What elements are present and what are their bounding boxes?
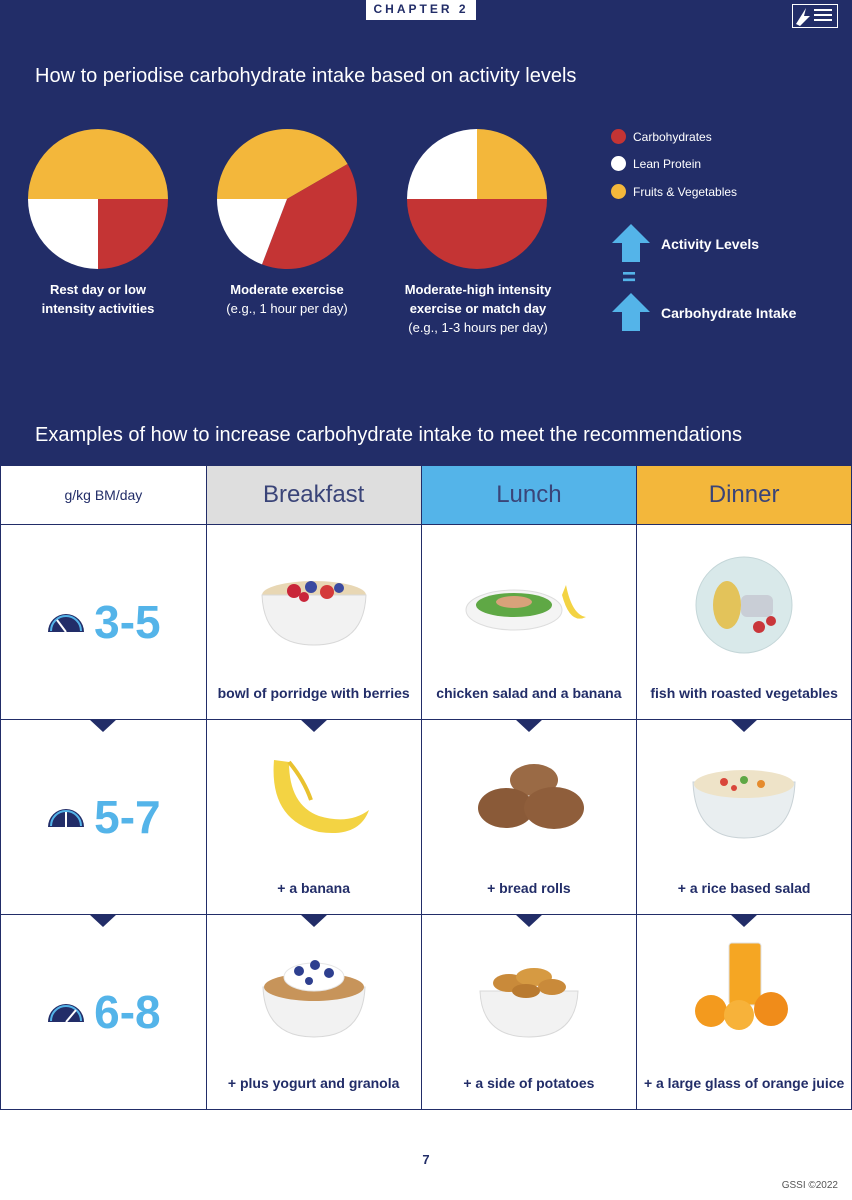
table-row: 6-8 + plus yogurt and granola	[0, 914, 852, 1110]
gauge-icon	[48, 614, 85, 633]
food-cell: + bread rolls	[420, 719, 638, 915]
orange-juice-image	[695, 942, 789, 1030]
pie-caption-moderate-high: Moderate-high intensity exercise or matc…	[400, 280, 556, 337]
pie-caption-bold: Moderate-high intensity exercise or matc…	[404, 282, 552, 316]
page-number: 7	[422, 1152, 430, 1167]
column-header-dinner: Dinner	[636, 465, 852, 525]
food-label: + a banana	[277, 880, 351, 896]
chicken-salad-banana-image	[465, 585, 586, 631]
pie-chart-moderate-high	[407, 129, 547, 269]
food-cell: bowl of porridge with berries	[205, 524, 422, 720]
food-cell: + a side of potatoes	[420, 914, 638, 1110]
pie-slice-fruits	[217, 129, 348, 199]
food-cell: chicken salad and a banana	[420, 524, 638, 720]
legend-item-fruits-vegetables: Fruits & Vegetables	[611, 184, 737, 199]
pie-caption-rest-day: Rest day or low intensity activities	[22, 280, 174, 318]
food-cell: + a large glass of orange juice	[636, 914, 852, 1110]
legend-item-carbohydrates: Carbohydrates	[611, 129, 712, 144]
food-label: + bread rolls	[487, 880, 571, 896]
food-cell: + a rice based salad	[636, 719, 852, 915]
notch-marker	[730, 719, 759, 732]
notch-marker	[89, 719, 118, 732]
legend-label: Carbohydrates	[633, 129, 712, 144]
arrow-up-icon	[612, 224, 650, 262]
table-row: 3-5 bowl of porridge with berries chicke…	[0, 524, 852, 720]
food-label: + a rice based salad	[677, 880, 811, 896]
food-cell: + a banana	[205, 719, 422, 915]
notch-marker	[514, 914, 543, 927]
copyright: GSSI ©2022	[781, 1180, 838, 1191]
unit-header: g/kg BM/day	[0, 465, 207, 525]
food-label: chicken salad and a banana	[436, 685, 622, 701]
legend-dot	[611, 129, 626, 144]
column-header-lunch: Lunch	[420, 465, 638, 525]
food-label: + a large glass of orange juice	[643, 1075, 845, 1091]
food-label: fish with roasted vegetables	[650, 685, 838, 701]
pie-chart-moderate	[217, 129, 357, 270]
equals-sign: =	[622, 264, 637, 291]
pie-slice-carbohydrates	[98, 199, 168, 269]
notch-marker	[89, 914, 118, 927]
section-title-examples: Examples of how to increase carbohydrate…	[35, 424, 743, 446]
pie-caption-moderate: Moderate exercise (e.g., 1 hour per day)	[200, 280, 374, 318]
range-cell: 3-5	[0, 524, 207, 720]
column-header-breakfast: Breakfast	[205, 465, 422, 525]
food-label: bowl of porridge with berries	[217, 685, 410, 701]
food-label: + a side of potatoes	[463, 1075, 595, 1091]
pie-caption-bold: Moderate exercise	[230, 282, 344, 297]
pie-caption-note: (e.g., 1 hour per day)	[226, 301, 348, 316]
arrow-up-icon	[612, 293, 650, 331]
pie-chart-rest-day	[28, 129, 168, 269]
legend-item-lean-protein: Lean Protein	[611, 156, 701, 171]
food-cell: + plus yogurt and granola	[205, 914, 422, 1110]
section-title-periodise: How to periodise carbohydrate intake bas…	[35, 65, 577, 87]
food-cell: fish with roasted vegetables	[636, 524, 852, 720]
legend-dot	[611, 184, 626, 199]
range-value: 3-5	[94, 596, 161, 648]
range-cell: 5-7	[0, 719, 207, 915]
food-label: + plus yogurt and granola	[227, 1075, 400, 1091]
table-row: 5-7 + a banana + bread rolls	[0, 719, 852, 915]
legend-dot	[611, 156, 626, 171]
range-value: 5-7	[94, 791, 161, 843]
legend-label: Fruits & Vegetables	[633, 184, 738, 199]
pie-slice-protein	[407, 129, 477, 199]
pie-slice-fruits	[477, 129, 547, 199]
pie-caption-bold: Rest day or low intensity activities	[41, 282, 155, 316]
meal-table: g/kg BM/day Breakfast Lunch Dinner 3-5	[0, 465, 852, 1110]
banana-image	[273, 760, 369, 834]
range-value: 6-8	[94, 986, 161, 1038]
potatoes-image	[479, 968, 579, 1038]
notch-marker	[514, 719, 543, 732]
porridge-bowl-image	[261, 581, 367, 646]
notch-marker	[730, 914, 759, 927]
legend-label: Lean Protein	[633, 156, 702, 171]
rice-salad-image	[692, 770, 796, 839]
notch-marker	[299, 914, 328, 927]
activity-levels-label: Activity Levels	[661, 236, 760, 252]
pie-slice-fruits	[28, 129, 168, 199]
carbohydrate-intake-label: Carbohydrate Intake	[661, 305, 797, 321]
gssi-logo	[792, 4, 838, 28]
pie-caption-note: (e.g., 1-3 hours per day)	[408, 320, 548, 335]
range-cell: 6-8	[0, 914, 207, 1110]
yogurt-granola-image	[262, 960, 366, 1038]
gauge-icon	[48, 809, 85, 827]
pie-slice-protein	[217, 199, 287, 265]
notch-marker	[299, 719, 328, 732]
bread-rolls-image	[477, 764, 584, 829]
pie-slice-carbohydrates	[262, 164, 357, 270]
fish-vegetables-image	[695, 556, 793, 654]
chapter-tab: CHAPTER 2	[366, 0, 476, 20]
gauge-icon	[48, 1004, 85, 1023]
pie-slice-carbohydrates	[407, 199, 547, 269]
pie-slice-protein	[28, 199, 98, 269]
